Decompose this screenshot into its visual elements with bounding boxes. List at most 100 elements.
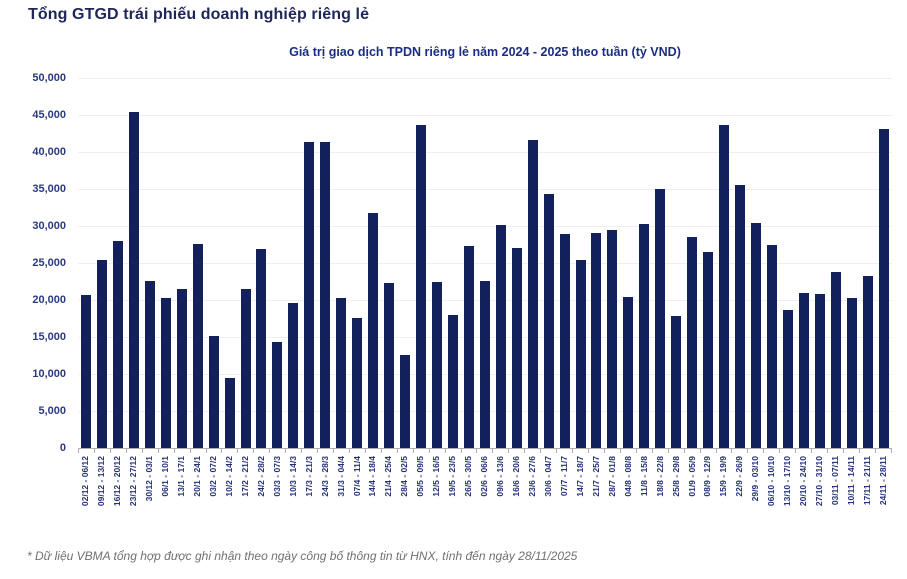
bar	[176, 289, 187, 448]
bar-column	[461, 78, 477, 448]
bar-column	[860, 78, 876, 448]
x-axis-label-column: 14/4 - 18/4	[365, 456, 381, 548]
x-axis-label-column: 09/6 - 13/6	[493, 456, 509, 548]
x-axis-tick-label: 24/3 - 28/3	[319, 456, 330, 497]
x-axis-tick-label: 07/4 - 11/4	[351, 456, 362, 497]
bar	[798, 293, 809, 448]
x-axis-tick	[683, 449, 700, 453]
x-axis-tick	[173, 449, 190, 453]
bar-column	[700, 78, 716, 448]
x-axis-tick-label: 19/5 - 23/5	[447, 456, 458, 497]
x-axis-label-column: 19/5 - 23/5	[445, 456, 461, 548]
x-axis-tick-label: 11/8 - 15/8	[638, 456, 649, 497]
x-axis-tick	[492, 449, 508, 453]
bar	[112, 241, 123, 448]
bar-column	[206, 78, 222, 448]
x-axis-label-column: 11/8 - 15/8	[636, 456, 652, 548]
bar-column	[525, 78, 541, 448]
x-axis-label-column: 31/3 - 04/4	[333, 456, 349, 548]
x-axis-tick	[779, 449, 795, 453]
x-axis-label-column: 03/11 - 07/11	[828, 456, 844, 548]
x-axis-label-column: 03/2 - 07/2	[206, 456, 222, 548]
bar	[240, 289, 251, 448]
x-axis-tick	[603, 449, 620, 453]
bar-column	[126, 78, 142, 448]
x-axis-tick	[763, 449, 779, 453]
x-axis-tick	[811, 449, 827, 453]
x-axis-label-column: 22/9 - 26/9	[732, 456, 748, 548]
x-axis-tick-label: 12/5 - 16/5	[431, 456, 442, 497]
x-axis-tick-label: 28/4 - 02/5	[399, 456, 410, 497]
bar-column	[748, 78, 764, 448]
bar-series	[78, 78, 892, 448]
bar-column	[238, 78, 254, 448]
bar-column	[796, 78, 812, 448]
x-axis-label-column: 08/9 - 12/9	[700, 456, 716, 548]
page-title: Tổng GTGD trái phiếu doanh nghiệp riêng …	[28, 6, 370, 23]
bar	[495, 225, 506, 448]
x-axis-tick-label: 30/12 - 03/1	[144, 456, 155, 502]
x-axis-label-column: 13/1 - 17/1	[174, 456, 190, 548]
x-axis-tick	[508, 449, 524, 453]
bar	[224, 378, 235, 448]
bar-column	[142, 78, 158, 448]
bar	[766, 245, 777, 448]
x-axis-label-column: 10/2 - 14/2	[222, 456, 238, 548]
x-axis-line	[78, 448, 892, 453]
bar	[304, 142, 315, 448]
bar	[208, 336, 219, 448]
x-axis-labels: 02/12 - 06/12 09/12 - 13/12 16/12 - 20/12 2…	[78, 456, 892, 548]
bar	[543, 194, 554, 448]
x-axis-label-column: 10/3 - 14/3	[285, 456, 301, 548]
bar	[719, 125, 730, 448]
x-axis-tick-label: 02/12 - 06/12	[80, 456, 91, 507]
bar-column	[285, 78, 301, 448]
x-axis-label-column: 02/12 - 06/12	[78, 456, 94, 548]
x-axis-tick	[460, 449, 477, 453]
bar-column	[429, 78, 445, 448]
x-axis-tick-label: 10/11 - 14/11	[846, 456, 857, 506]
bar	[878, 129, 889, 448]
bar	[415, 125, 426, 448]
bar	[400, 355, 411, 448]
x-axis-tick-label: 01/9 - 05/9	[686, 456, 697, 497]
x-axis-label-column: 15/9 - 19/9	[716, 456, 732, 548]
x-axis-label-column: 28/7 - 01/8	[604, 456, 620, 548]
bar-column	[636, 78, 652, 448]
bar	[735, 185, 746, 448]
chart-title: Giá trị giao dịch TPDN riêng lẻ năm 2024…	[289, 45, 681, 59]
bar-column	[333, 78, 349, 448]
bar	[128, 112, 139, 448]
x-axis-tick-label: 30/6 - 04/7	[542, 456, 553, 497]
x-axis-label-column: 29/9 - 03/10	[748, 456, 764, 548]
bar-column	[190, 78, 206, 448]
x-axis-tick	[619, 449, 636, 453]
x-axis-tick-label: 20/10 - 24/10	[798, 456, 809, 507]
x-axis-tick-label: 07/7 - 11/7	[558, 456, 569, 497]
x-axis-tick-label: 14/7 - 18/7	[574, 456, 585, 497]
x-axis-label-column: 02/6 - 06/6	[477, 456, 493, 548]
bar-column	[589, 78, 605, 448]
x-axis-label-column: 24/3 - 28/3	[317, 456, 333, 548]
x-axis-tick	[715, 449, 732, 453]
x-axis-label-column: 27/10 - 31/10	[812, 456, 828, 548]
x-axis-tick	[572, 449, 588, 453]
x-axis-tick-label: 16/6 - 20/6	[511, 456, 522, 497]
x-axis-tick-label: 13/10 - 17/10	[782, 456, 793, 507]
bar	[384, 283, 395, 448]
bar-column	[110, 78, 126, 448]
x-axis-label-column: 25/8 - 29/8	[668, 456, 684, 548]
y-axis-tick-label: 5,000	[38, 405, 66, 417]
gridline	[78, 78, 892, 79]
y-axis-tick-label: 10,000	[32, 368, 66, 380]
bar-column	[174, 78, 190, 448]
bar-column	[828, 78, 844, 448]
x-axis-tick-label: 03/3 - 07/3	[271, 456, 282, 497]
bar	[591, 233, 602, 448]
x-axis-label-column: 23/12 - 27/12	[126, 456, 142, 548]
bar	[607, 230, 618, 448]
bar-column	[317, 78, 333, 448]
bar	[431, 282, 442, 448]
x-axis-label-column: 18/8 - 22/8	[652, 456, 668, 548]
x-axis-label-column: 23/6 - 27/6	[525, 456, 541, 548]
